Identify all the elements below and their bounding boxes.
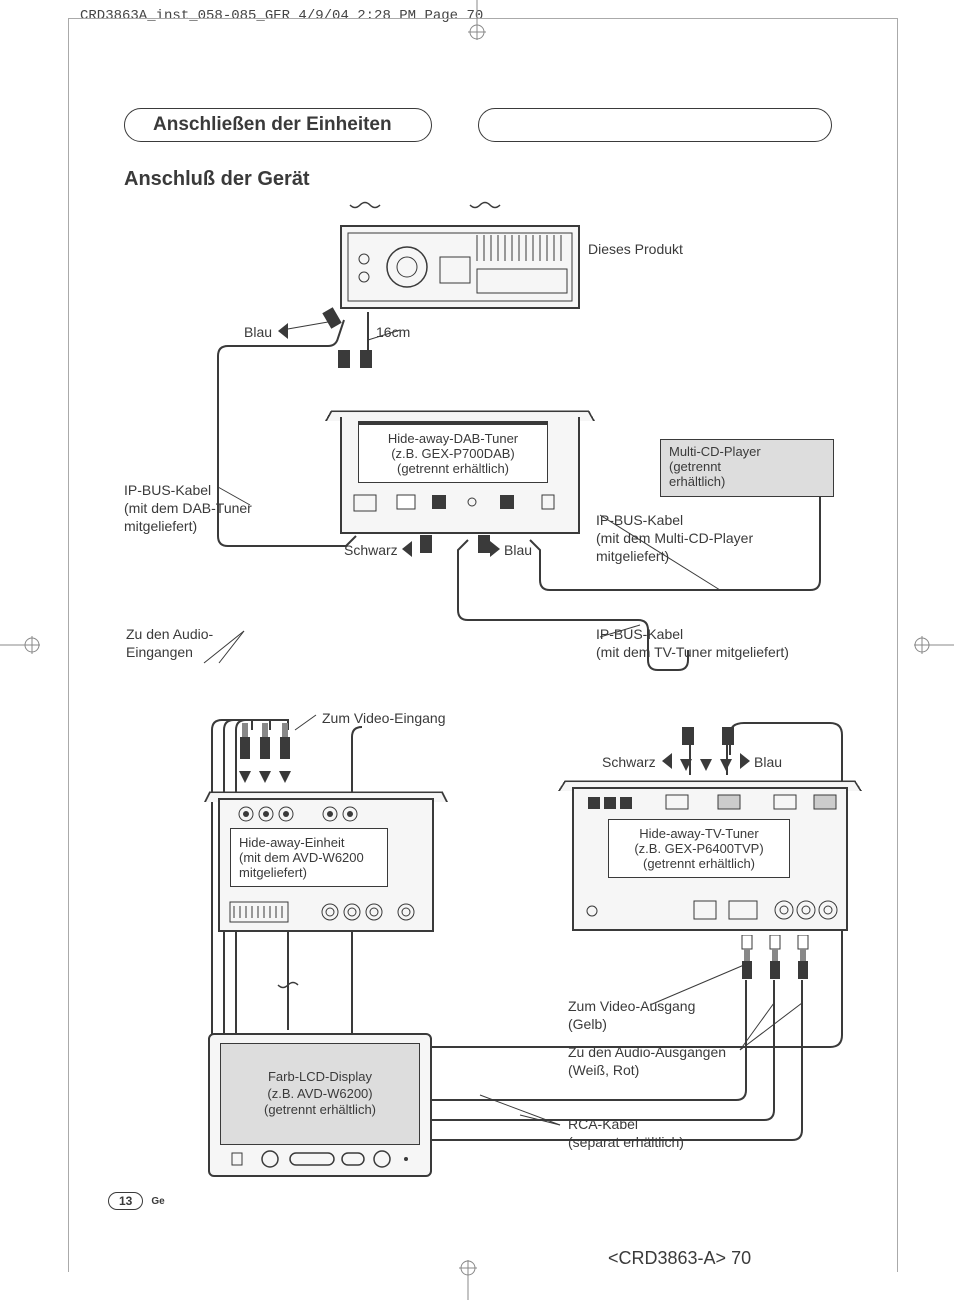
dab-label-box: Hide-away-DAB-Tuner (z.B. GEX-P700DAB) (… (358, 421, 548, 483)
lcd-label-text: Farb-LCD-Display (z.B. AVD-W6200) (getre… (264, 1069, 376, 1120)
lcd-device: Farb-LCD-Display (z.B. AVD-W6200) (getre… (208, 1033, 432, 1177)
label-ipbus-cd: IP-BUS-Kabel (mit dem Multi-CD-Player mi… (596, 511, 753, 566)
label-schwarz2: Schwarz (602, 753, 656, 771)
rca-plug-1 (238, 723, 252, 768)
label-audio-in: Zu den Audio- Eingangen (126, 625, 213, 661)
triangle-schwarz1 (402, 541, 412, 562)
arrow-2 (259, 771, 271, 783)
rca-tv-1 (740, 935, 754, 984)
label-video-in: Zum Video-Eingang (322, 709, 445, 727)
label-ipbus-dab: IP-BUS-Kabel (mit dem DAB-Tuner mitgelie… (124, 481, 252, 536)
triangle-blau2 (490, 541, 500, 562)
section-title: Anschluß der Gerät (124, 168, 310, 191)
connector-dab-black (420, 535, 432, 553)
page: CRD3863A_inst_058-085_GER 4/9/04 2:28 PM… (0, 0, 954, 1300)
lcd-screen: Farb-LCD-Display (z.B. AVD-W6200) (getre… (220, 1043, 420, 1145)
title-pill-right (478, 108, 832, 142)
arrow-tv3 (720, 759, 732, 771)
lang-code: Ge (151, 1196, 164, 1207)
arrow-3 (279, 771, 291, 783)
hide-away-label-box: Hide-away-Einheit (mit dem AVD-W6200 mit… (230, 828, 388, 887)
dab-tuner-device: Hide-away-DAB-Tuner (z.B. GEX-P700DAB) (… (340, 417, 580, 534)
triangle-blau1 (278, 323, 288, 344)
tv-tuner-device: Hide-away-TV-Tuner (z.B. GEX-P6400TVP) (… (572, 787, 848, 931)
connector-tv-blue (722, 727, 734, 745)
connector-tv-black (682, 727, 694, 745)
arrow-tv1 (680, 759, 692, 771)
connector-dab-blue (478, 535, 490, 553)
crop-mark-left (0, 636, 40, 654)
label-blau3: Blau (754, 753, 782, 771)
rca-tv-2 (768, 935, 782, 984)
cd-label-text: Multi-CD-Player (getrennt erhältlich) (669, 444, 761, 489)
hide-away-device: Hide-away-Einheit (mit dem AVD-W6200 mit… (218, 798, 434, 932)
label-blau1: Blau (244, 323, 272, 341)
page-number: 13 (108, 1192, 143, 1210)
tv-label-box: Hide-away-TV-Tuner (z.B. GEX-P6400TVP) (… (608, 819, 790, 878)
footer-right: <CRD3863-A> 70 (608, 1248, 751, 1269)
footer-left: 13 Ge (108, 1192, 165, 1210)
label-ipbus-tv: IP-BUS-Kabel (mit dem TV-Tuner mitgelief… (596, 625, 789, 661)
label-dieses-produkt: Dieses Produkt (588, 240, 683, 258)
rca-plug-3 (278, 723, 292, 768)
rca-plug-2 (258, 723, 272, 768)
wiring-diagram: Dieses Produkt Blau 16cm Hide-away-DAB-T… (100, 195, 860, 1205)
label-blau2: Blau (504, 541, 532, 559)
label-16cm: 16cm (376, 323, 410, 341)
title-pill-left: Anschließen der Einheiten (124, 108, 432, 142)
rca-tv-3 (796, 935, 810, 984)
label-schwarz1: Schwarz (344, 541, 398, 559)
arrow-tv2 (700, 759, 712, 771)
crop-mark-top (468, 0, 486, 40)
triangle-schwarz2 (662, 753, 672, 774)
hide-away-label-text: Hide-away-Einheit (mit dem AVD-W6200 mit… (239, 835, 364, 880)
connector-main3 (360, 350, 372, 368)
connector-main2 (338, 350, 350, 368)
tv-label-text: Hide-away-TV-Tuner (z.B. GEX-P6400TVP) (… (634, 826, 763, 871)
arrow-1 (239, 771, 251, 783)
crop-mark-right (914, 636, 954, 654)
label-rca: RCA-Kabel (separat erhältlich) (568, 1115, 684, 1151)
main-unit-device (340, 225, 580, 309)
crop-mark-bottom (459, 1260, 477, 1300)
label-video-out: Zum Video-Ausgang (Gelb) (568, 997, 695, 1033)
triangle-blau3 (740, 753, 750, 774)
multi-cd-device: Multi-CD-Player (getrennt erhältlich) (660, 439, 834, 497)
dab-label-text: Hide-away-DAB-Tuner (z.B. GEX-P700DAB) (… (388, 431, 518, 476)
label-audio-out: Zu den Audio-Ausgangen (Weiß, Rot) (568, 1043, 726, 1079)
